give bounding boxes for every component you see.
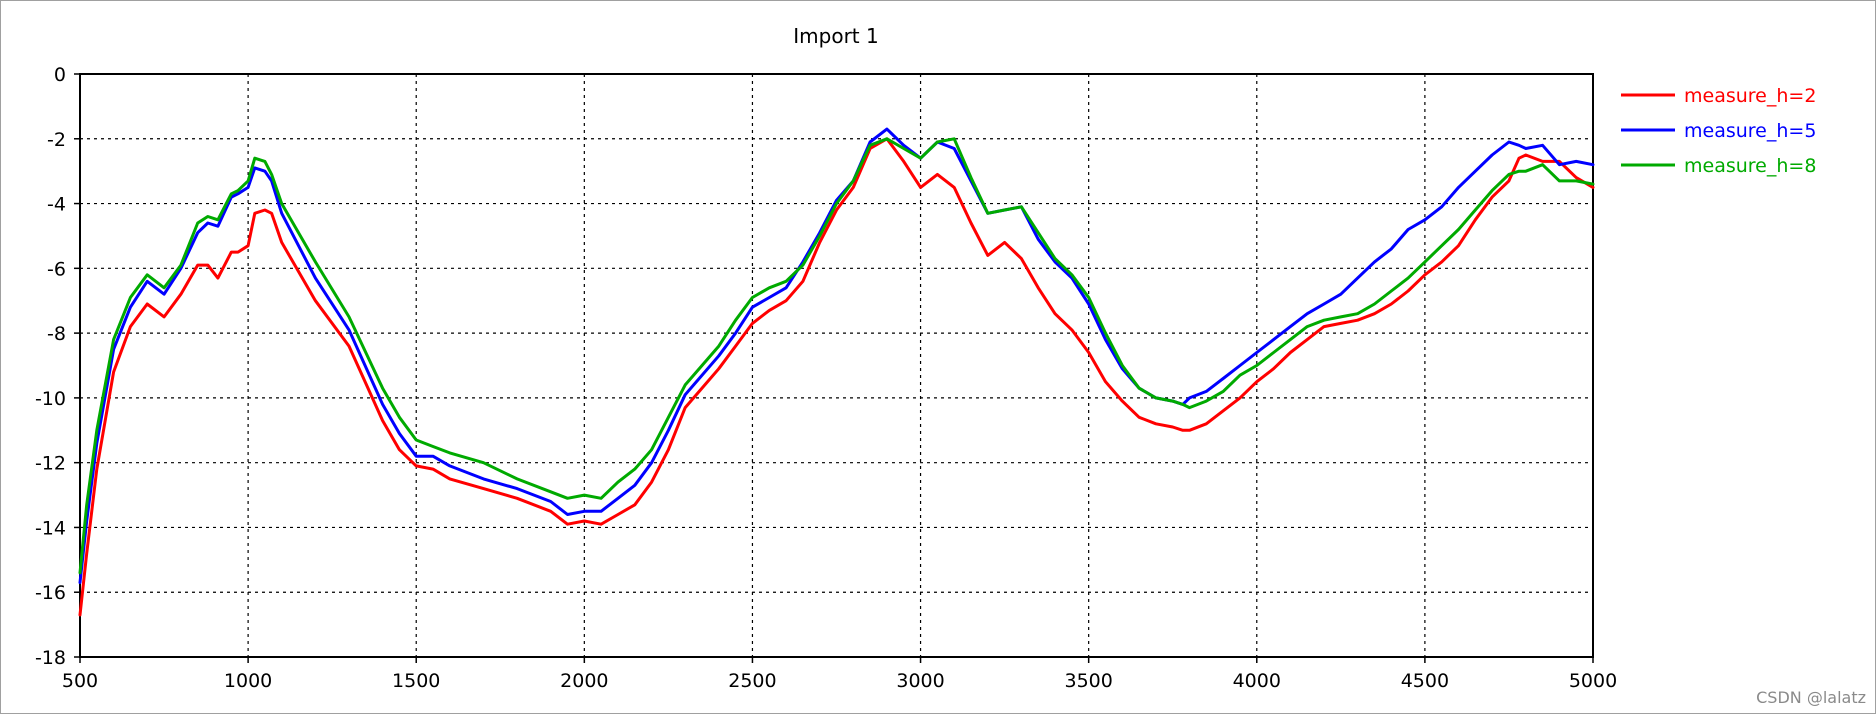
series-line-3 xyxy=(78,137,1595,575)
legend-label-3: measure_h=8 xyxy=(1684,155,1816,177)
x-axis: 500 1000 1500 2000 2500 3000 3500 4000 4500 5000 xyxy=(62,657,1617,692)
legend-label-2: measure_h=5 xyxy=(1684,120,1816,142)
y-tick-label: -16 xyxy=(35,582,66,604)
x-tick-label: 2000 xyxy=(560,670,608,692)
series-lines xyxy=(78,127,1595,617)
y-tick-label: -12 xyxy=(35,453,66,475)
y-tick-label: -14 xyxy=(35,517,66,539)
x-tick-label: 5000 xyxy=(1569,670,1617,692)
y-tick-label: 0 xyxy=(54,64,66,86)
x-tick-label: 4500 xyxy=(1401,670,1449,692)
series-line-1 xyxy=(78,137,1595,617)
plot-frame xyxy=(79,73,1594,658)
x-tick-label: 1000 xyxy=(224,670,272,692)
x-tick-label: 3000 xyxy=(896,670,944,692)
y-tick-label: -2 xyxy=(47,129,66,151)
legend: measure_h=2 measure_h=5 measure_h=8 xyxy=(1621,85,1816,177)
y-tick-label: -6 xyxy=(47,258,66,280)
series-line-2 xyxy=(78,127,1595,584)
x-tick-label: 500 xyxy=(62,670,98,692)
plot-area-border xyxy=(79,73,1594,658)
chart-title: Import 1 xyxy=(793,24,878,48)
x-tick-label: 4000 xyxy=(1233,670,1281,692)
y-tick-label: -8 xyxy=(47,323,66,345)
x-tick-label: 3500 xyxy=(1064,670,1112,692)
legend-label-1: measure_h=2 xyxy=(1684,85,1816,107)
x-tick-label: 2500 xyxy=(728,670,776,692)
y-tick-label: -18 xyxy=(35,647,66,669)
watermark-text: CSDN @lalatz xyxy=(1756,688,1866,707)
y-axis: 0 -2 -4 -6 -8 -10 -12 -14 -16 -18 xyxy=(35,64,80,669)
y-tick-label: -10 xyxy=(35,388,66,410)
grid-lines xyxy=(80,74,1593,657)
x-tick-label: 1500 xyxy=(392,670,440,692)
y-tick-label: -4 xyxy=(47,194,66,216)
